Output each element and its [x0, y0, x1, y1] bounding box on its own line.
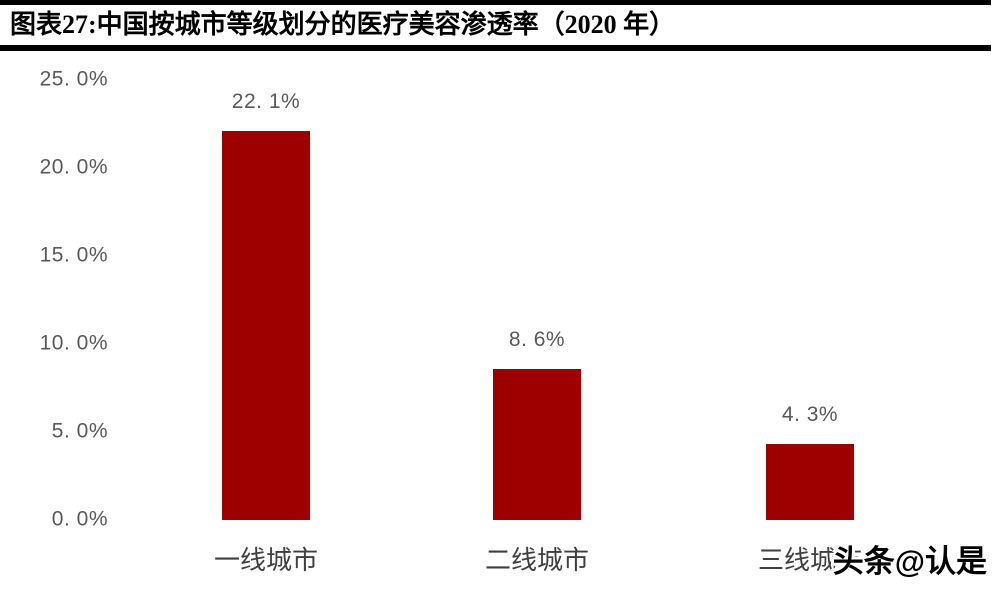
bar-三线城市	[766, 444, 854, 520]
y-axis-tick-label: 5. 0%	[51, 419, 108, 443]
y-axis-tick-label: 20. 0%	[39, 155, 108, 179]
bar-二线城市	[493, 368, 581, 520]
y-axis-tick-label: 0. 0%	[51, 507, 108, 531]
y-axis-tick-label: 25. 0%	[39, 67, 108, 91]
bar-value-label: 4. 3%	[781, 403, 839, 427]
title-bottom-rule	[0, 45, 991, 51]
x-axis-category-label: 三线城市	[757, 546, 862, 575]
x-axis-category-label: 二线城市	[484, 546, 589, 575]
bar-value-label: 8. 6%	[508, 327, 566, 351]
y-axis-tick-label: 15. 0%	[39, 243, 108, 267]
y-axis-tick-label: 10. 0%	[39, 331, 108, 355]
watermark: 头条@认是	[832, 544, 987, 579]
bar-一线城市	[222, 131, 310, 520]
y-axis: 0. 0% 5. 0% 10. 0% 15. 0% 20. 0% 25. 0%	[0, 0, 108, 591]
bar-value-label: 22. 1%	[231, 90, 301, 114]
title-top-rule	[0, 0, 991, 5]
x-axis-category-label: 一线城市	[213, 546, 318, 575]
chart-title: 图表27:中国按城市等级划分的医疗美容渗透率（2020 年）	[10, 10, 676, 39]
